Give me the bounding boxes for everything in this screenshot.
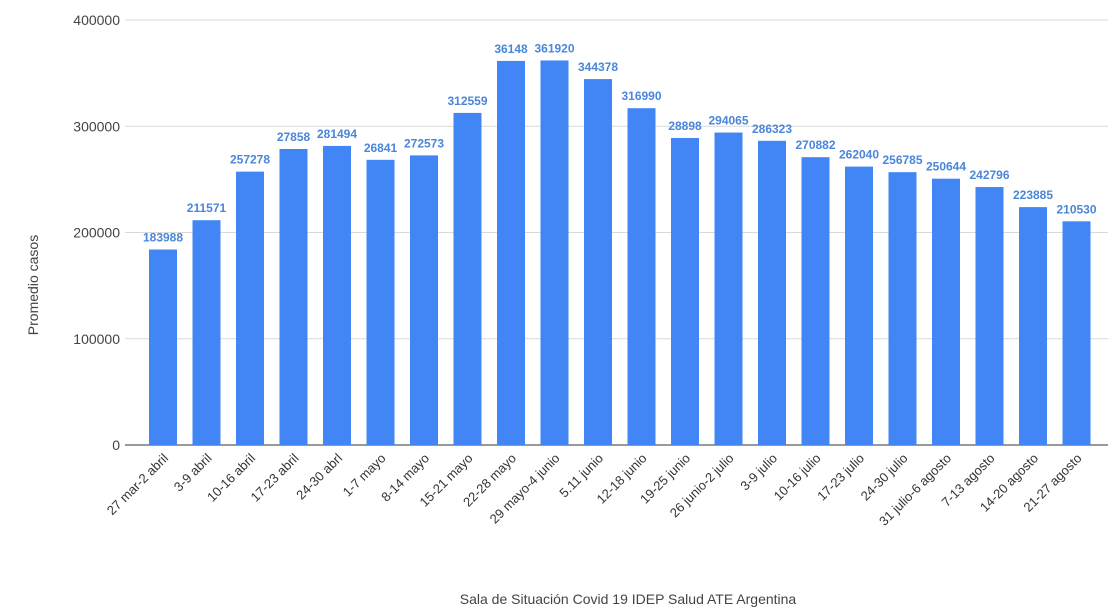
y-tick-label: 100000 [73, 331, 120, 347]
bar [323, 145, 351, 445]
bar [366, 159, 395, 445]
y-tick-label: 200000 [73, 225, 120, 241]
data-label: 211571 [187, 201, 227, 215]
x-tick-label: 27 mar-2 abril [104, 450, 171, 517]
data-labels: 183988 211571 257278 27858 281494 26841 272573… [143, 41, 1097, 244]
bar [1062, 221, 1091, 445]
bar [149, 249, 177, 445]
x-tick-label: 3-9 abril [171, 450, 215, 494]
bar [279, 149, 308, 446]
bar [497, 60, 525, 446]
data-label: 36148 [494, 42, 528, 56]
x-tick-label: 3-9 julio [737, 451, 780, 494]
y-axis-ticks: 0 100000 200000 300000 400000 [73, 12, 120, 453]
data-label: 210530 [1056, 202, 1096, 216]
x-tick-label: 24-30 abrl [293, 450, 345, 502]
bar [975, 187, 1004, 446]
data-label: 312559 [447, 94, 487, 108]
data-label: 270882 [795, 138, 835, 152]
data-label: 294065 [708, 114, 748, 128]
data-label: 257278 [230, 153, 270, 167]
x-axis-title: Sala de Situación Covid 19 IDEP Salud AT… [460, 591, 797, 607]
bar [932, 178, 960, 446]
bar [845, 166, 873, 445]
data-label: 286323 [752, 122, 792, 136]
data-label: 183988 [143, 231, 183, 245]
data-label: 272573 [404, 136, 444, 150]
y-tick-label: 400000 [73, 12, 120, 28]
data-label: 223885 [1013, 188, 1053, 202]
bar [1019, 207, 1047, 445]
data-label: 361920 [534, 41, 574, 55]
data-label: 242796 [969, 168, 1009, 182]
y-tick-label: 0 [112, 437, 120, 453]
data-label: 256785 [882, 153, 922, 167]
data-label: 250644 [926, 160, 966, 174]
data-label: 262040 [839, 148, 879, 162]
bar [584, 79, 612, 445]
y-tick-label: 300000 [73, 118, 120, 134]
bar [758, 140, 786, 446]
data-label: 28898 [668, 119, 702, 133]
bar [453, 112, 482, 445]
bars [149, 60, 1091, 446]
data-label: 26841 [364, 141, 398, 155]
bar [627, 108, 656, 446]
data-label: 27858 [277, 130, 311, 144]
bar [888, 172, 917, 445]
bar [801, 157, 830, 446]
bar [236, 171, 264, 445]
gridlines [125, 19, 1108, 446]
data-label: 316990 [621, 89, 661, 103]
data-label: 344378 [578, 60, 618, 74]
bar [410, 155, 438, 446]
bar [540, 60, 569, 446]
bar [192, 220, 221, 445]
bar [671, 137, 699, 446]
bar [714, 132, 743, 445]
x-tick-label: 17-23 abril [248, 450, 302, 504]
data-label: 281494 [317, 127, 357, 141]
y-axis-title: Promedio casos [25, 235, 41, 335]
